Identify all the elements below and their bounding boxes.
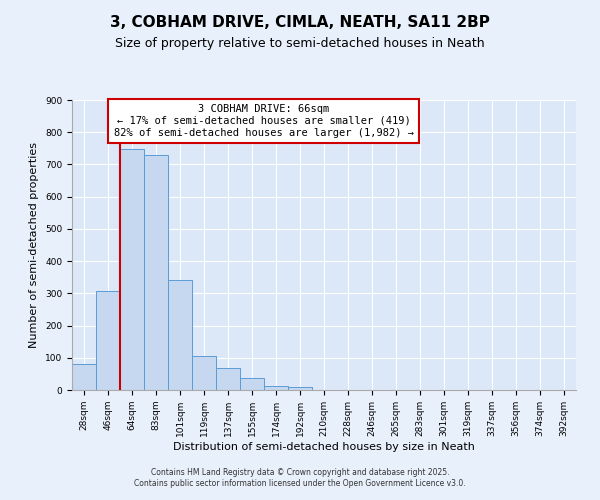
Bar — [192, 356, 216, 390]
Bar — [96, 291, 120, 390]
Y-axis label: Number of semi-detached properties: Number of semi-detached properties — [29, 142, 40, 348]
Bar — [144, 155, 168, 390]
Bar — [72, 364, 96, 390]
Text: Contains HM Land Registry data © Crown copyright and database right 2025.
Contai: Contains HM Land Registry data © Crown c… — [134, 468, 466, 487]
Bar — [288, 388, 312, 390]
X-axis label: Distribution of semi-detached houses by size in Neath: Distribution of semi-detached houses by … — [173, 442, 475, 452]
Bar — [120, 149, 144, 390]
Bar — [264, 386, 288, 390]
Bar — [216, 368, 240, 390]
Bar — [240, 378, 264, 390]
Text: Size of property relative to semi-detached houses in Neath: Size of property relative to semi-detach… — [115, 38, 485, 51]
Text: 3, COBHAM DRIVE, CIMLA, NEATH, SA11 2BP: 3, COBHAM DRIVE, CIMLA, NEATH, SA11 2BP — [110, 15, 490, 30]
Bar — [168, 280, 192, 390]
Text: 3 COBHAM DRIVE: 66sqm
← 17% of semi-detached houses are smaller (419)
82% of sem: 3 COBHAM DRIVE: 66sqm ← 17% of semi-deta… — [113, 104, 413, 138]
